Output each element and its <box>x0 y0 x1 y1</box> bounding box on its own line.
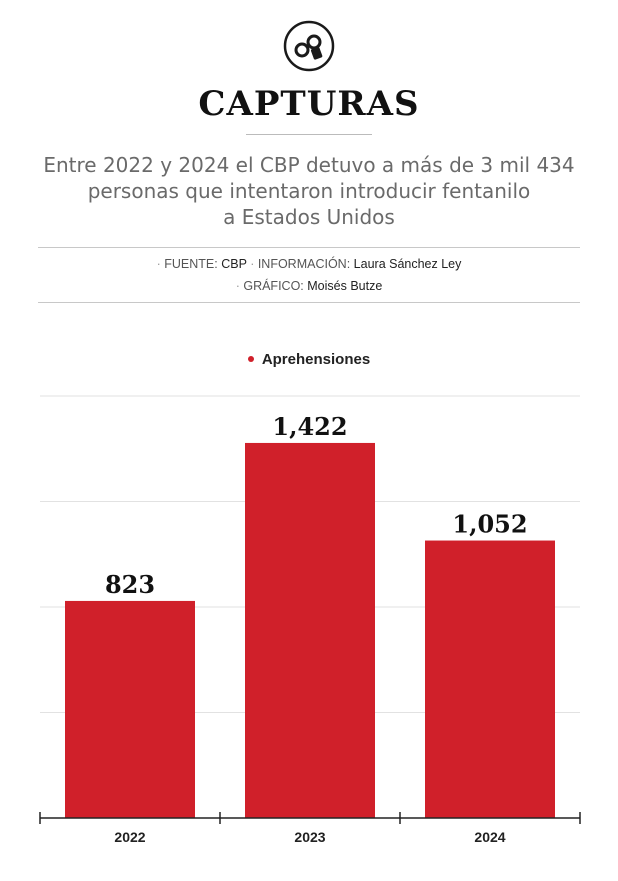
graphic-label: GRÁFICO: <box>243 279 304 293</box>
data-label: 1,422 <box>272 412 347 441</box>
legend-label: Aprehensiones <box>261 351 371 368</box>
legend-swatch <box>247 356 254 363</box>
page-title: CAPTURAS <box>198 84 420 124</box>
info-value: Laura Sánchez Ley <box>353 257 462 271</box>
bar <box>425 540 555 818</box>
x-tick-label: 2024 <box>474 829 505 845</box>
bar-chart: 823 2022 1,422 2023 1,052 2024 <box>39 395 581 845</box>
x-tick-label: 2022 <box>114 829 145 845</box>
credits-line-2: · GRÁFICO: Moisés Butze <box>235 279 383 293</box>
info-label: INFORMACIÓN: <box>257 257 351 271</box>
source-label: FUENTE: <box>164 257 218 271</box>
credits-line-1: · FUENTE: CBP · INFORMACIÓN: Laura Sánch… <box>156 257 462 271</box>
subtitle-line: personas que intentaron introducir fenta… <box>87 179 531 203</box>
bar <box>245 442 375 818</box>
data-label: 1,052 <box>452 510 527 539</box>
bar <box>65 600 195 818</box>
x-tick-label: 2023 <box>294 829 325 845</box>
subtitle: Entre 2022 y 2024 el CBP detuvo a más de… <box>20 152 598 230</box>
source-value: CBP <box>221 257 247 271</box>
handcuffs-icon <box>283 20 335 72</box>
divider-bottom <box>38 302 580 303</box>
subtitle-line: a Estados Unidos <box>223 205 395 229</box>
graphic-value: Moisés Butze <box>307 279 383 293</box>
subtitle-line: Entre 2022 y 2024 el CBP detuvo a más de… <box>43 153 575 177</box>
data-label: 823 <box>105 570 155 599</box>
title-divider <box>246 134 372 135</box>
legend: Aprehensiones <box>0 351 618 368</box>
divider-top <box>38 247 580 248</box>
